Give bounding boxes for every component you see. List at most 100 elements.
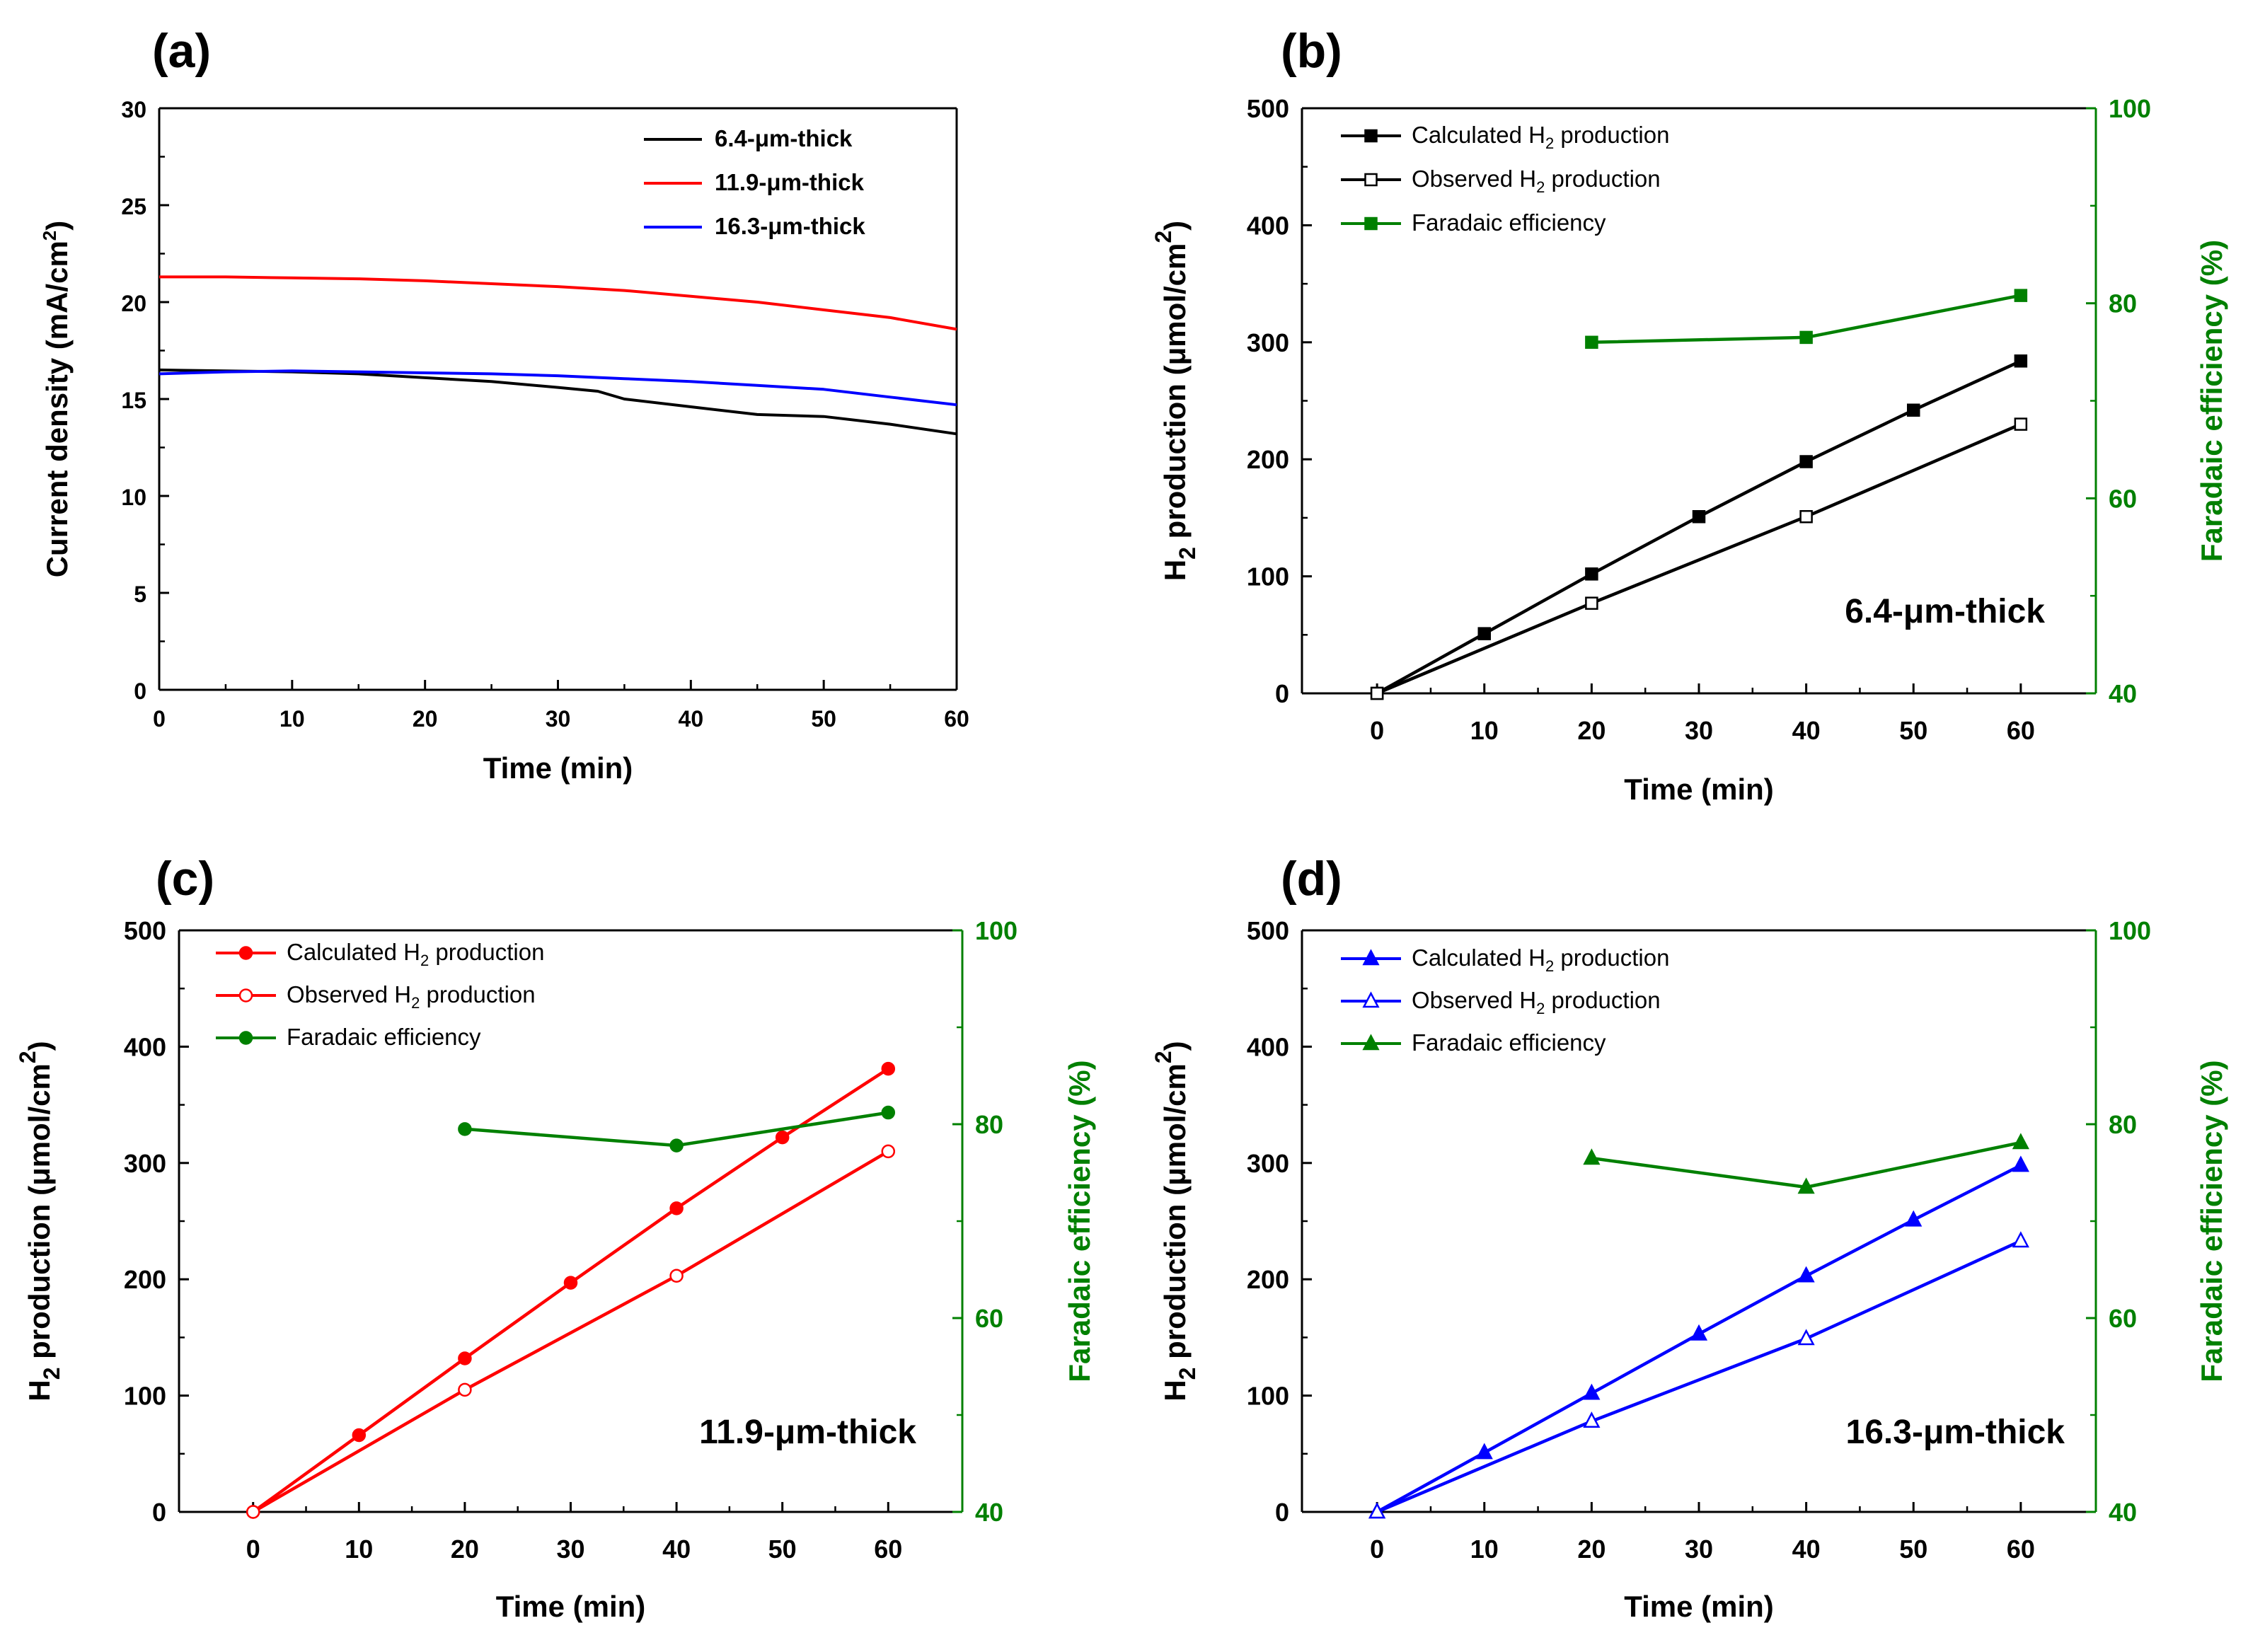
series-1 <box>159 275 957 331</box>
data-point <box>1368 1502 1386 1519</box>
data-point <box>2012 1133 2029 1150</box>
y2-axis-title: Faradaic efficiency (%) <box>1063 1060 1096 1382</box>
x-tick-label: 50 <box>1899 1535 1927 1564</box>
x-tick-label: 40 <box>1792 716 1821 745</box>
x-tick-label: 60 <box>874 1535 902 1564</box>
data-point <box>1475 1443 1493 1460</box>
legend-marker <box>1364 129 1378 143</box>
y-tick-label: 0 <box>134 678 146 704</box>
legend-label: Calculated H2 production <box>1412 945 1669 975</box>
legend-marker <box>238 988 253 1003</box>
y-tick-label: 500 <box>1247 94 1289 123</box>
y-tick-label: 200 <box>1247 1265 1289 1294</box>
data-point <box>881 1061 896 1076</box>
data-point <box>1477 627 1492 640</box>
data-point <box>1370 686 1384 700</box>
y-tick-label: 200 <box>124 1265 166 1294</box>
data-point <box>1906 403 1920 417</box>
data-point <box>1583 1148 1601 1165</box>
data-point <box>246 1505 260 1519</box>
data-point <box>669 1269 684 1283</box>
legend: Calculated H2 production Observed H2 prod… <box>1341 122 1669 236</box>
series-0 <box>246 1061 896 1519</box>
data-point <box>458 1382 472 1397</box>
y-axis-title: H2 production (μmol/cm2) <box>1151 221 1200 581</box>
series-line <box>1376 1239 2022 1514</box>
panel-label: (b) <box>1281 24 1342 78</box>
thickness-annotation: 11.9-μm-thick <box>699 1414 916 1451</box>
legend-label: 11.9-μm-thick <box>715 169 865 195</box>
legend-label: Calculated H2 production <box>1412 122 1669 152</box>
y2-axis-title: Faradaic efficiency (%) <box>2195 240 2228 562</box>
x-tick-label: 30 <box>546 706 571 732</box>
data-point <box>2014 354 2028 368</box>
legend-label: Observed H2 production <box>287 981 536 1012</box>
legend: 6.4-μm-thick 11.9-μm-thick 16.3-μm-thick <box>644 125 865 239</box>
legend-label: 16.3-μm-thick <box>715 213 865 239</box>
y2-tick-label: 80 <box>975 1110 1003 1139</box>
panel-d: (d) 0 10 20 30 40 50 60 0 100 200 300 400 500 40 60 80 10… <box>1151 852 2228 1623</box>
panel-a: (a) 0 10 20 30 40 50 60 0 5 10 15 20 25 30 Time (min) Cu… <box>39 24 969 785</box>
legend-label: 6.4-μm-thick <box>715 125 853 151</box>
y2-tick-label: 60 <box>2109 484 2137 513</box>
y-tick-label: 5 <box>134 582 146 607</box>
legend-label: Observed H2 production <box>1412 166 1661 196</box>
x-tick-label: 20 <box>451 1535 479 1564</box>
data-point <box>563 1276 578 1290</box>
data-point <box>458 1351 472 1365</box>
data-point <box>2014 289 2028 302</box>
series-0 <box>1368 1155 2029 1519</box>
series-2 <box>158 369 957 407</box>
data-point <box>1583 1411 1601 1428</box>
data-point <box>352 1428 367 1443</box>
series-2 <box>1585 289 2028 350</box>
series-0 <box>158 368 957 436</box>
data-point <box>881 1144 896 1159</box>
x-tick-label: 10 <box>345 1535 373 1564</box>
legend-marker <box>1362 949 1380 966</box>
y-tick-label: 0 <box>1275 1498 1289 1527</box>
legend-label: Faradaic efficiency <box>1412 1029 1606 1056</box>
data-point <box>881 1105 896 1120</box>
legend-marker <box>1364 216 1378 231</box>
y-tick-label: 200 <box>1247 445 1289 474</box>
data-point <box>1690 1324 1708 1341</box>
x-tick-label: 10 <box>279 706 305 732</box>
y2-axis-title: Faradaic efficiency (%) <box>2195 1060 2228 1382</box>
legend: Calculated H2 production Observed H2 prod… <box>1341 945 1669 1056</box>
y-axis-title: H2 production (μmol/cm2) <box>1151 1041 1200 1401</box>
y-tick-label: 500 <box>1247 916 1289 945</box>
y2-tick-label: 60 <box>975 1304 1003 1333</box>
legend: Calculated H2 production Observed H2 prod… <box>216 939 544 1050</box>
legend-label: Faradaic efficiency <box>287 1024 481 1050</box>
x-tick-label: 60 <box>2007 1535 2035 1564</box>
y2-tick-label: 60 <box>2109 1304 2137 1333</box>
panel-label: (c) <box>156 852 214 906</box>
data-point <box>1797 1329 1815 1346</box>
series-line <box>159 275 957 331</box>
panel-b: (b) 0 10 20 30 40 50 60 0 100 200 300 400 500 40 60 80 10… <box>1151 24 2228 806</box>
x-tick-label: 20 <box>413 706 438 732</box>
x-axis-title: Time (min) <box>483 751 633 785</box>
x-tick-label: 60 <box>944 706 969 732</box>
x-tick-label: 40 <box>662 1535 691 1564</box>
x-axis-title: Time (min) <box>496 1590 646 1623</box>
series-1 <box>246 1144 896 1519</box>
series-line <box>158 368 957 436</box>
y-axis-title: Current density (mA/cm2) <box>39 221 74 578</box>
y2-tick-label: 40 <box>975 1498 1003 1527</box>
data-point <box>1585 335 1598 350</box>
y2-tick-label: 100 <box>2109 916 2151 945</box>
y2-tick-label: 80 <box>2109 289 2137 318</box>
x-tick-label: 0 <box>1370 1535 1384 1564</box>
legend-marker <box>1362 1034 1380 1051</box>
y2-tick-label: 100 <box>2109 94 2151 123</box>
y-axis-title: H2 production (μmol/cm2) <box>15 1041 64 1401</box>
data-point <box>2014 417 2028 431</box>
x-tick-label: 40 <box>1792 1535 1821 1564</box>
y-tick-label: 400 <box>124 1032 166 1061</box>
y2-tick-label: 80 <box>2109 1110 2137 1139</box>
series-0 <box>1370 354 2028 700</box>
y-tick-label: 300 <box>1247 1149 1289 1178</box>
data-point <box>775 1130 790 1145</box>
